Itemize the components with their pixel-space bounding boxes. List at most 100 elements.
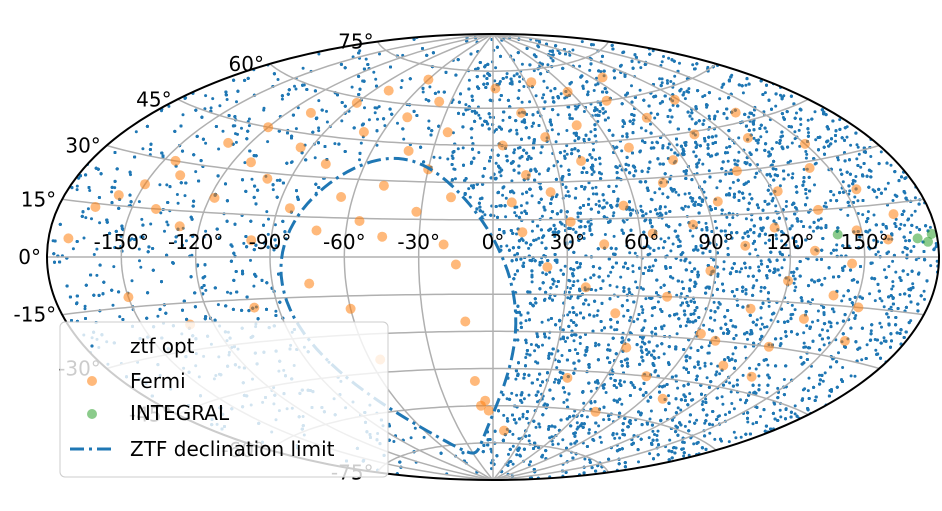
ztf-opt-point <box>795 111 798 115</box>
ztf-opt-point <box>611 214 615 218</box>
ztf-opt-point <box>894 270 898 274</box>
ztf-opt-point <box>649 122 652 126</box>
ztf-opt-point <box>648 417 652 421</box>
ztf-opt-point <box>494 66 498 70</box>
ztf-opt-point <box>511 462 515 466</box>
ztf-opt-point <box>163 229 166 233</box>
ztf-opt-point <box>82 236 86 240</box>
ztf-opt-point <box>889 163 893 167</box>
ztf-opt-point <box>589 276 593 280</box>
ztf-opt-point <box>908 231 912 234</box>
ztf-opt-point <box>880 299 884 303</box>
ztf-opt-point <box>704 397 708 401</box>
ztf-opt-point <box>692 150 696 154</box>
ztf-opt-point <box>478 116 482 120</box>
ztf-opt-point <box>540 214 544 218</box>
ztf-opt-point <box>166 223 170 227</box>
ztf-opt-point <box>364 57 368 61</box>
ztf-opt-point <box>504 215 508 219</box>
ztf-opt-point <box>733 294 736 298</box>
ztf-opt-point <box>211 97 215 101</box>
ztf-opt-point <box>515 128 519 132</box>
ztf-opt-point <box>642 326 646 330</box>
ztf-opt-point <box>529 460 532 464</box>
ztf-opt-point <box>489 447 493 451</box>
ztf-opt-point <box>536 44 540 48</box>
ztf-opt-point <box>468 195 472 199</box>
ztf-opt-point <box>822 343 826 347</box>
ztf-opt-point <box>71 247 75 251</box>
ztf-opt-point <box>757 138 761 142</box>
ztf-opt-point <box>774 167 778 171</box>
ztf-opt-point <box>566 190 570 194</box>
ztf-opt-point <box>923 297 926 301</box>
ztf-opt-point <box>594 158 598 161</box>
ztf-opt-point <box>464 103 468 107</box>
ztf-opt-point <box>707 344 711 348</box>
ztf-opt-point <box>778 408 782 412</box>
ztf-opt-point <box>574 187 578 190</box>
ztf-opt-point <box>247 117 251 121</box>
ztf-opt-point <box>325 109 328 113</box>
ztf-opt-point <box>641 210 645 214</box>
ztf-opt-point <box>453 167 457 171</box>
ztf-opt-point <box>541 343 544 347</box>
ztf-opt-point <box>718 372 722 376</box>
ztf-opt-point <box>643 266 647 270</box>
ztf-opt-point <box>741 373 745 377</box>
ztf-opt-point <box>598 435 602 439</box>
ztf-opt-point <box>765 325 769 329</box>
ztf-opt-point <box>632 320 636 324</box>
ztf-opt-point <box>671 242 675 246</box>
ztf-opt-point <box>873 245 877 249</box>
ztf-opt-point <box>567 278 571 282</box>
ztf-opt-point <box>748 192 752 196</box>
ztf-opt-point <box>275 178 279 182</box>
ztf-opt-point <box>130 237 134 241</box>
ztf-opt-point <box>511 432 515 436</box>
ztf-opt-point <box>789 159 792 163</box>
ztf-opt-point <box>811 320 814 324</box>
ztf-opt-point <box>402 137 406 141</box>
ztf-opt-point <box>703 421 707 425</box>
ztf-opt-point <box>340 119 344 123</box>
ztf-opt-point <box>555 285 559 288</box>
ztf-opt-point <box>703 94 707 97</box>
ztf-opt-point <box>849 374 853 378</box>
ztf-opt-point <box>726 246 730 250</box>
ztf-opt-point <box>771 196 775 200</box>
ztf-opt-point <box>604 391 608 394</box>
ztf-opt-point <box>141 235 145 239</box>
ztf-opt-point <box>794 285 798 289</box>
ztf-opt-point <box>728 186 732 190</box>
ztf-opt-point <box>620 402 624 406</box>
ztf-opt-point <box>715 370 719 374</box>
ztf-opt-point <box>656 429 660 433</box>
ztf-opt-point <box>514 377 518 381</box>
ztf-opt-point <box>541 271 545 275</box>
ztf-opt-point <box>759 285 763 289</box>
ztf-opt-point <box>725 146 729 150</box>
ztf-opt-point <box>905 253 909 257</box>
ztf-opt-point <box>375 143 379 147</box>
ztf-opt-point <box>707 169 711 173</box>
ztf-opt-point <box>113 186 117 190</box>
ztf-opt-point <box>657 356 661 359</box>
ztf-opt-point <box>667 236 671 240</box>
ztf-opt-point <box>612 234 616 238</box>
ztf-opt-point <box>744 266 748 270</box>
ztf-opt-point <box>691 234 695 238</box>
ztf-opt-point <box>659 286 663 289</box>
ztf-opt-point <box>636 317 640 321</box>
ztf-opt-point <box>243 161 247 165</box>
ztf-opt-point <box>421 90 425 94</box>
ztf-opt-point <box>234 140 238 144</box>
ztf-opt-point <box>716 110 719 114</box>
ztf-opt-point <box>854 314 858 317</box>
ztf-opt-point <box>290 160 294 164</box>
ztf-opt-point <box>697 158 701 162</box>
ztf-opt-point <box>778 184 782 188</box>
ztf-opt-point <box>262 106 266 110</box>
ztf-opt-point <box>775 141 779 144</box>
ztf-opt-point <box>595 313 599 317</box>
